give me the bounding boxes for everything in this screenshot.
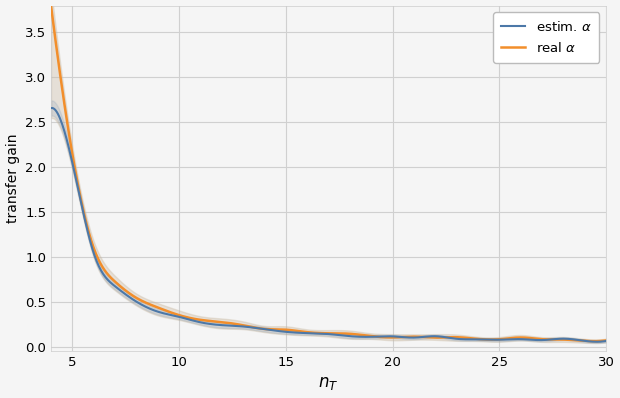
real $\alpha$ bbox=[590, 339, 598, 343]
real $\alpha$ bbox=[47, 4, 55, 9]
estim. $\alpha$ bbox=[312, 331, 319, 336]
real $\alpha$ bbox=[589, 339, 596, 343]
real $\alpha$ bbox=[502, 336, 510, 341]
Line: estim. $\alpha$: estim. $\alpha$ bbox=[51, 108, 606, 342]
estim. $\alpha$ bbox=[316, 331, 323, 336]
real $\alpha$ bbox=[602, 338, 609, 343]
estim. $\alpha$ bbox=[503, 337, 511, 342]
estim. $\alpha$ bbox=[379, 334, 386, 339]
X-axis label: $n_T$: $n_T$ bbox=[318, 375, 339, 392]
estim. $\alpha$ bbox=[590, 339, 598, 344]
Line: real $\alpha$: real $\alpha$ bbox=[51, 6, 606, 341]
estim. $\alpha$ bbox=[602, 339, 609, 343]
Y-axis label: transfer gain: transfer gain bbox=[6, 134, 20, 223]
estim. $\alpha$ bbox=[48, 105, 56, 110]
real $\alpha$ bbox=[311, 330, 319, 335]
estim. $\alpha$ bbox=[348, 334, 356, 339]
real $\alpha$ bbox=[378, 335, 385, 339]
Legend: estim. $\alpha$, real $\alpha$: estim. $\alpha$, real $\alpha$ bbox=[494, 12, 600, 62]
estim. $\alpha$ bbox=[593, 339, 601, 344]
estim. $\alpha$ bbox=[47, 105, 55, 110]
real $\alpha$ bbox=[314, 331, 322, 336]
real $\alpha$ bbox=[348, 332, 355, 336]
